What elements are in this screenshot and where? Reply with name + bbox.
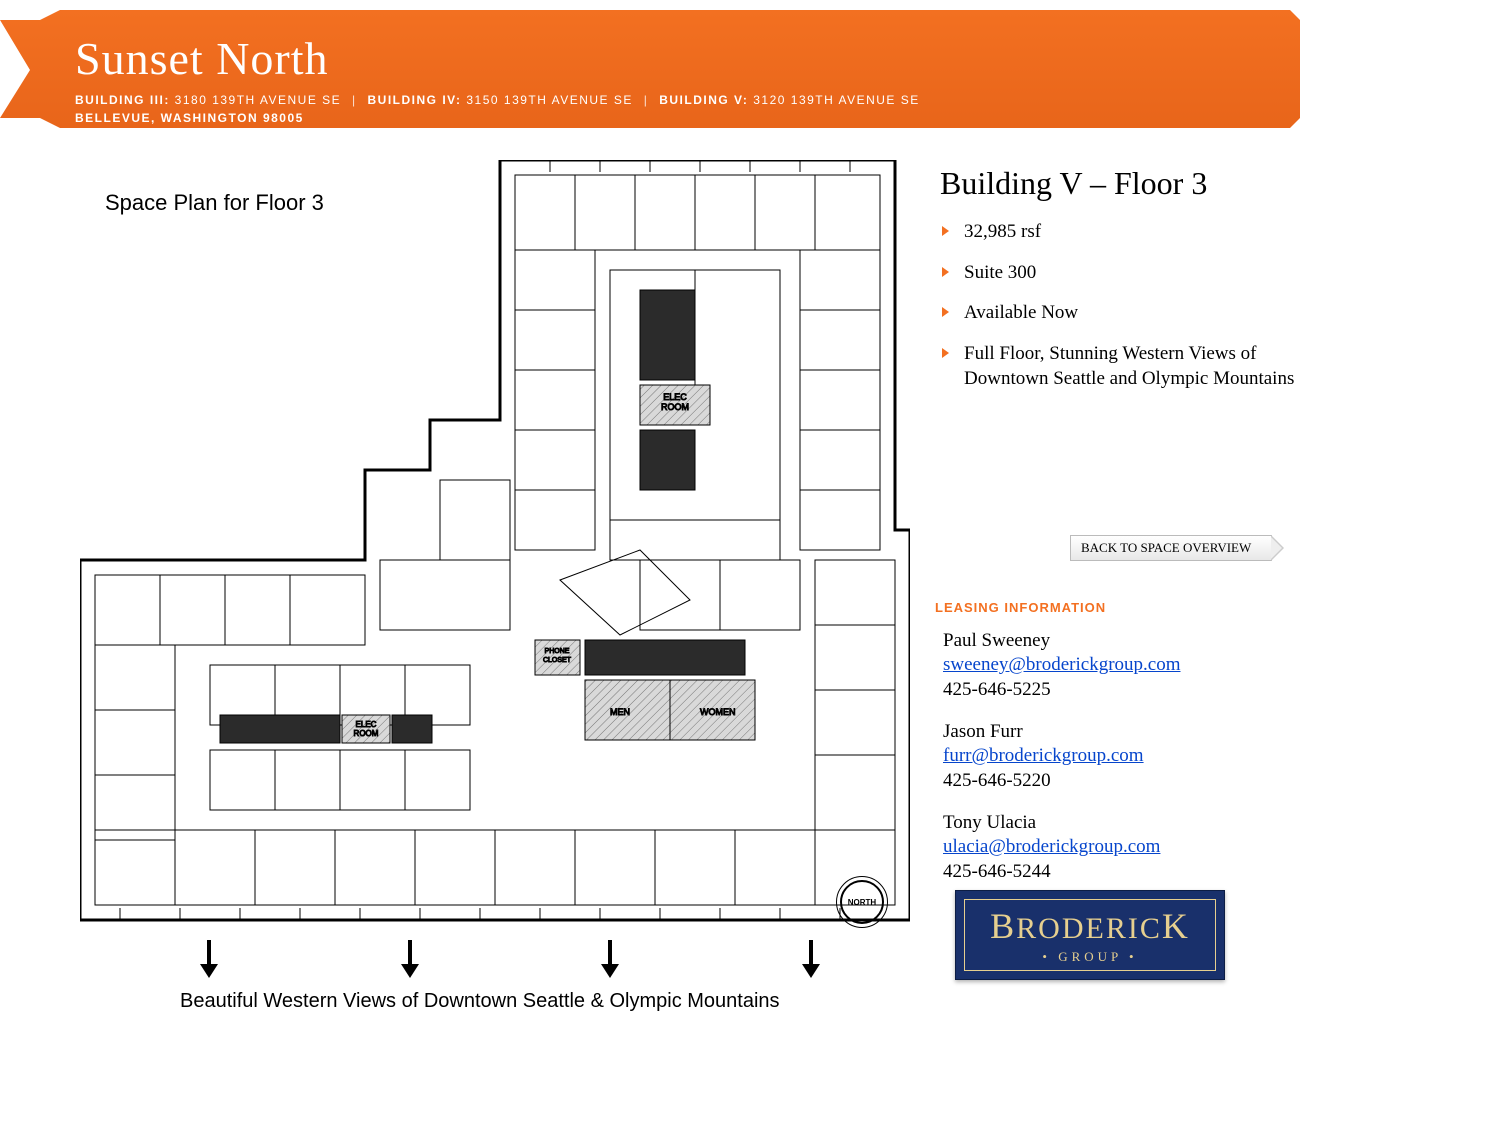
header-bldg-label: BUILDING IV: (368, 93, 462, 107)
contact-phone: 425-646-5225 (943, 678, 1275, 702)
divider: | (644, 93, 649, 107)
bottom-caption: Beautiful Western Views of Downtown Seat… (180, 990, 780, 1013)
back-to-overview-button[interactable]: BACK TO SPACE OVERVIEW (1070, 535, 1272, 561)
contact-email-link[interactable]: sweeney@broderickgroup.com (943, 654, 1181, 675)
compass-label: NORTH (848, 898, 876, 907)
header-bldg-addr: 3150 139TH AVENUE SE (466, 93, 633, 107)
svg-text:WOMEN: WOMEN (700, 707, 736, 717)
leasing-information: LEASING INFORMATION Paul Sweeney sweeney… (935, 600, 1275, 902)
svg-text:PHONE: PHONE (545, 648, 570, 655)
header-bldg-addr: 3120 139TH AVENUE SE (753, 93, 920, 107)
svg-text:CLOSET: CLOSET (543, 657, 572, 664)
leasing-contact: Paul Sweeney sweeney@broderickgroup.com … (935, 629, 1275, 702)
feature-bullet: 32,985 rsf (940, 220, 1320, 245)
feature-bullet: Suite 300 (940, 261, 1320, 286)
floor-plan-diagram: ELEC ROOM (80, 160, 910, 950)
feature-bullet: Available Now (940, 301, 1320, 326)
page-title: Building V – Floor 3 (940, 165, 1320, 202)
feature-bullet: Full Floor, Stunning Western Views of Do… (940, 342, 1320, 391)
plan-caption: Space Plan for Floor 3 (105, 190, 324, 216)
leasing-contact: Tony Ulacia ulacia@broderickgroup.com 42… (935, 811, 1275, 884)
header-city-line: BELLEVUE, WASHINGTON 98005 (75, 111, 1300, 125)
header-bldg-addr: 3180 139TH AVENUE SE (175, 93, 342, 107)
contact-name: Paul Sweeney (943, 629, 1275, 653)
brokerage-name: BRODERICK (990, 905, 1190, 947)
svg-text:ELEC: ELEC (663, 392, 687, 402)
arrow-down-icon (200, 940, 218, 980)
header-bldg-label: BUILDING V: (659, 93, 748, 107)
contact-phone: 425-646-5220 (943, 769, 1275, 793)
brokerage-logo: BRODERICK GROUP (955, 890, 1225, 980)
contact-email-link[interactable]: furr@broderickgroup.com (943, 745, 1144, 766)
brokerage-subtitle: GROUP (1042, 949, 1137, 965)
header-address-line: BUILDING III: 3180 139TH AVENUE SE | BUI… (75, 93, 1300, 107)
svg-text:MEN: MEN (610, 707, 630, 717)
feature-bullet-list: 32,985 rsf Suite 300 Available Now Full … (940, 220, 1320, 391)
brand-title: Sunset North (75, 32, 1300, 85)
compass-icon: NORTH (840, 880, 884, 924)
header-bldg-label: BUILDING III: (75, 93, 170, 107)
back-button-label: BACK TO SPACE OVERVIEW (1081, 540, 1251, 556)
divider: | (352, 93, 357, 107)
leasing-heading: LEASING INFORMATION (935, 600, 1275, 615)
leasing-contact: Jason Furr furr@broderickgroup.com 425-6… (935, 720, 1275, 793)
arrow-down-icon (802, 940, 820, 980)
arrow-down-icon (401, 940, 419, 980)
contact-name: Tony Ulacia (943, 811, 1275, 835)
header-banner: Sunset North BUILDING III: 3180 139TH AV… (0, 10, 1300, 128)
svg-text:ROOM: ROOM (354, 729, 379, 738)
svg-text:ELEC: ELEC (356, 720, 377, 729)
view-direction-arrows (200, 940, 820, 980)
brand-part1: Sunset (75, 33, 204, 84)
contact-email-link[interactable]: ulacia@broderickgroup.com (943, 836, 1160, 857)
svg-text:ROOM: ROOM (661, 402, 689, 412)
contact-phone: 425-646-5244 (943, 860, 1275, 884)
arrow-down-icon (601, 940, 619, 980)
brand-part2: North (204, 33, 329, 84)
contact-name: Jason Furr (943, 720, 1275, 744)
